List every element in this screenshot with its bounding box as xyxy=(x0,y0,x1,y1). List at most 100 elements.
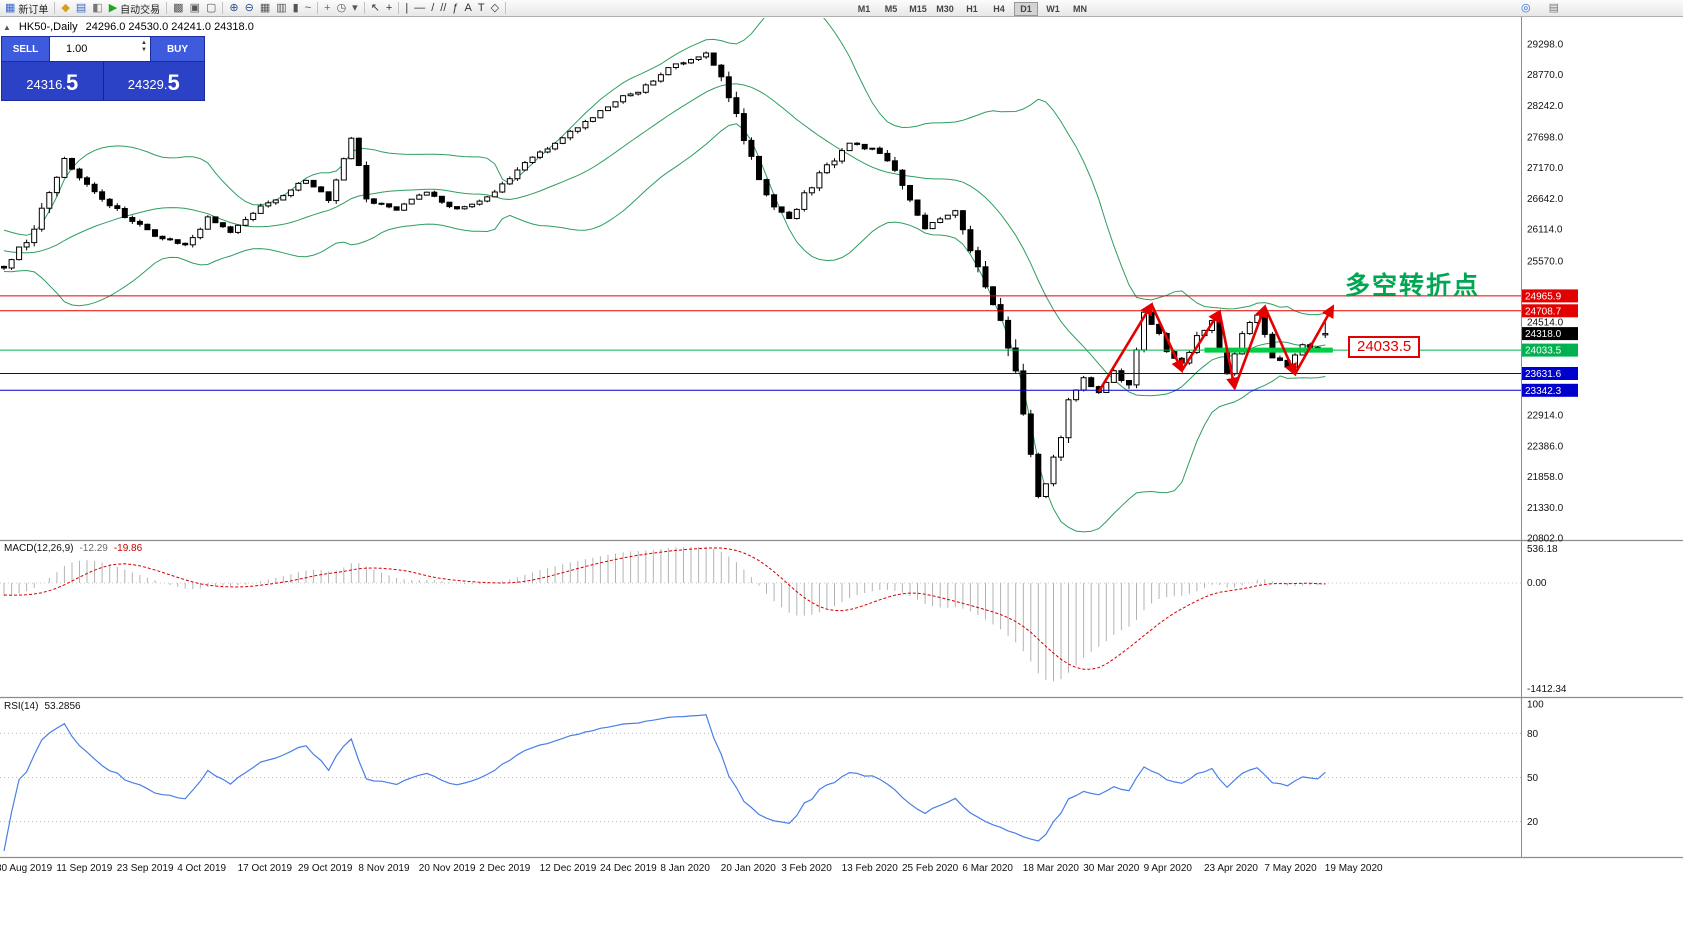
buy-price[interactable]: 24329. 5 xyxy=(104,62,205,100)
market-watch-icon[interactable]: ▤ xyxy=(73,1,89,16)
price-axis-label: 28242.0 xyxy=(1527,101,1564,112)
price-axis-label: 27698.0 xyxy=(1527,133,1564,144)
candlestick-chart-icon[interactable]: ▮ xyxy=(290,1,302,16)
periods-icon[interactable]: ◷ xyxy=(334,1,350,16)
templates-icon[interactable]: ▾ xyxy=(349,1,361,16)
sell-button[interactable]: SELL xyxy=(2,37,50,61)
date-label: 11 Sep 2019 xyxy=(56,863,112,874)
tile-windows-icon[interactable]: ▢ xyxy=(203,1,219,16)
toolbar-separator xyxy=(398,2,400,14)
panels-icon[interactable]: ▤ xyxy=(1546,1,1562,16)
zoom-out-icon[interactable]: ⊖ xyxy=(242,1,257,16)
price-axis-label: 25570.0 xyxy=(1527,256,1564,267)
one-click-trading-panel: SELL 1.00 ▲ ▼ BUY 24316. 5 24329. 5 xyxy=(2,37,204,100)
new-chart-icon: ▩ xyxy=(173,1,184,14)
lot-increase-button[interactable]: ▲ xyxy=(141,40,147,46)
buy-button[interactable]: BUY xyxy=(150,37,204,61)
date-label: 30 Aug 2019 xyxy=(0,863,53,874)
timeframe-m5[interactable]: M5 xyxy=(879,2,903,16)
auto-trading-icon: ▶ xyxy=(108,1,118,14)
macd-axis-label: 536.18 xyxy=(1527,544,1558,555)
buy-price-main: 24329. xyxy=(127,77,168,92)
new-order-icon: ▦ xyxy=(5,1,16,14)
bollinger-bands xyxy=(3,18,1326,533)
timeframe-h1[interactable]: H1 xyxy=(960,2,984,16)
collapse-arrow-icon[interactable]: ▲ xyxy=(3,22,11,32)
timeframe-m1[interactable]: M1 xyxy=(852,2,876,16)
price-tag-24033.5 xyxy=(1522,343,1578,357)
timeframe-w1[interactable]: W1 xyxy=(1041,2,1065,16)
bar-chart-icon[interactable]: ▥ xyxy=(273,1,289,16)
horizontal-line-icon[interactable]: — xyxy=(411,1,428,16)
timeframe-m15[interactable]: M15 xyxy=(906,2,930,16)
macd-axis-label: 0.00 xyxy=(1527,578,1547,589)
bar-chart-icon: ▥ xyxy=(276,1,287,14)
date-label: 20 Nov 2019 xyxy=(419,863,476,874)
shapes-icon[interactable]: ◇ xyxy=(488,1,502,16)
rsi-panel-title: RSI(14) 53.2856 xyxy=(4,701,81,712)
zoom-in-icon[interactable]: ⊕ xyxy=(226,1,241,16)
text-icon: A xyxy=(464,1,472,14)
trade-panel-top-row: SELL 1.00 ▲ ▼ BUY xyxy=(2,37,204,61)
rsi-plot xyxy=(0,714,1521,852)
macd-value: -12.29 xyxy=(79,543,108,554)
zigzag-arrow[interactable] xyxy=(1293,304,1335,375)
date-label: 19 May 2020 xyxy=(1325,863,1383,874)
channel-icon: // xyxy=(440,1,447,14)
price-axis-label: 21330.0 xyxy=(1527,503,1564,514)
trendline-icon[interactable]: / xyxy=(428,1,437,16)
sell-price[interactable]: 24316. 5 xyxy=(2,62,104,100)
toolbar-separator xyxy=(363,2,365,14)
new-order-button[interactable]: ▦ 新订单 xyxy=(2,1,51,16)
date-label: 18 Mar 2020 xyxy=(1023,863,1080,874)
label-icon[interactable]: T xyxy=(475,1,488,16)
grid-icon[interactable]: ▦ xyxy=(257,1,273,16)
fibonacci-icon[interactable]: ƒ xyxy=(449,1,461,16)
timeframe-mn[interactable]: MN xyxy=(1068,2,1092,16)
date-axis: 30 Aug 2019 11 Sep 2019 23 Sep 2019 4 Oct 2… xyxy=(0,863,1383,874)
sell-price-main: 24316. xyxy=(26,77,66,92)
new-chart-icon[interactable]: ▩ xyxy=(170,1,186,16)
price-axis-label: 26114.0 xyxy=(1527,225,1563,236)
zigzag-arrows xyxy=(1097,302,1335,393)
navigator-icon[interactable]: ◧ xyxy=(89,1,105,16)
channel-icon[interactable]: // xyxy=(437,1,449,16)
price-tag-23342.3 xyxy=(1522,383,1578,397)
price-tag-text: 24033.5 xyxy=(1525,346,1562,357)
horizontal-line-icon: — xyxy=(414,1,426,14)
profiles-icon[interactable]: ◆ xyxy=(58,1,72,16)
vertical-line-icon[interactable]: | xyxy=(402,1,411,16)
zigzag-arrow[interactable] xyxy=(1180,309,1221,372)
zigzag-arrow[interactable] xyxy=(1150,303,1184,374)
cursor-icon[interactable]: ↖ xyxy=(368,1,383,16)
shapes-icon: ◇ xyxy=(490,1,500,14)
trendline-icon: / xyxy=(431,1,435,14)
zigzag-arrow[interactable] xyxy=(1218,311,1239,391)
timeframe-d1[interactable]: D1 xyxy=(1014,1,1038,16)
lot-size-value: 1.00 xyxy=(66,43,88,55)
zigzag-arrow[interactable] xyxy=(1263,306,1297,377)
zigzag-arrow[interactable] xyxy=(1097,302,1153,393)
price-tag-23631.6 xyxy=(1522,367,1578,380)
price-tag-text: 23631.6 xyxy=(1525,369,1562,380)
price-axis-label: 26642.0 xyxy=(1527,194,1564,205)
macd-signal-value: -19.86 xyxy=(113,543,143,554)
toolbar: ▦ 新订单 ◆ ▤ ◧ ▶ 自动交易 ▩ ▣ ▢ ⊕ ⊖ ▦ ▥ ▮ ~ + ◷ ▾ ↖ + | — ///ƒ A T ◇ M1 M5… xyxy=(0,0,1683,17)
indicators-icon[interactable]: + xyxy=(321,1,333,16)
lot-decrease-button[interactable]: ▼ xyxy=(141,47,147,53)
text-icon[interactable]: A xyxy=(462,1,475,16)
timeframe-h4[interactable]: H4 xyxy=(987,2,1011,16)
buy-price-big-digit: 5 xyxy=(167,70,180,95)
crosshair-icon[interactable]: + xyxy=(383,1,395,16)
cascade-windows-icon[interactable]: ▣ xyxy=(187,1,203,16)
rsi-value: 53.2856 xyxy=(44,701,81,712)
zigzag-arrow[interactable] xyxy=(1233,304,1268,389)
price-axis-label: 22386.0 xyxy=(1527,441,1564,452)
auto-trading-button[interactable]: ▶ 自动交易 xyxy=(106,1,163,16)
lot-size-input[interactable]: 1.00 ▲ ▼ xyxy=(50,37,150,61)
line-chart-icon[interactable]: ~ xyxy=(302,1,314,16)
macd-axis-label: -1412.34 xyxy=(1527,684,1567,695)
search-icon[interactable]: ◎ xyxy=(1518,1,1534,16)
timeframe-m30[interactable]: M30 xyxy=(933,2,957,16)
